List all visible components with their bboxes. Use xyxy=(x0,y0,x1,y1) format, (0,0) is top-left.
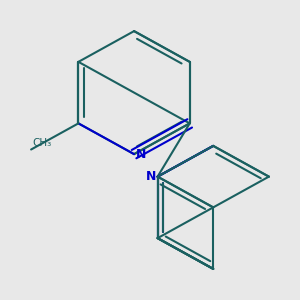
Text: N: N xyxy=(136,148,146,160)
Text: N: N xyxy=(146,170,156,183)
Text: CH₃: CH₃ xyxy=(33,138,52,148)
